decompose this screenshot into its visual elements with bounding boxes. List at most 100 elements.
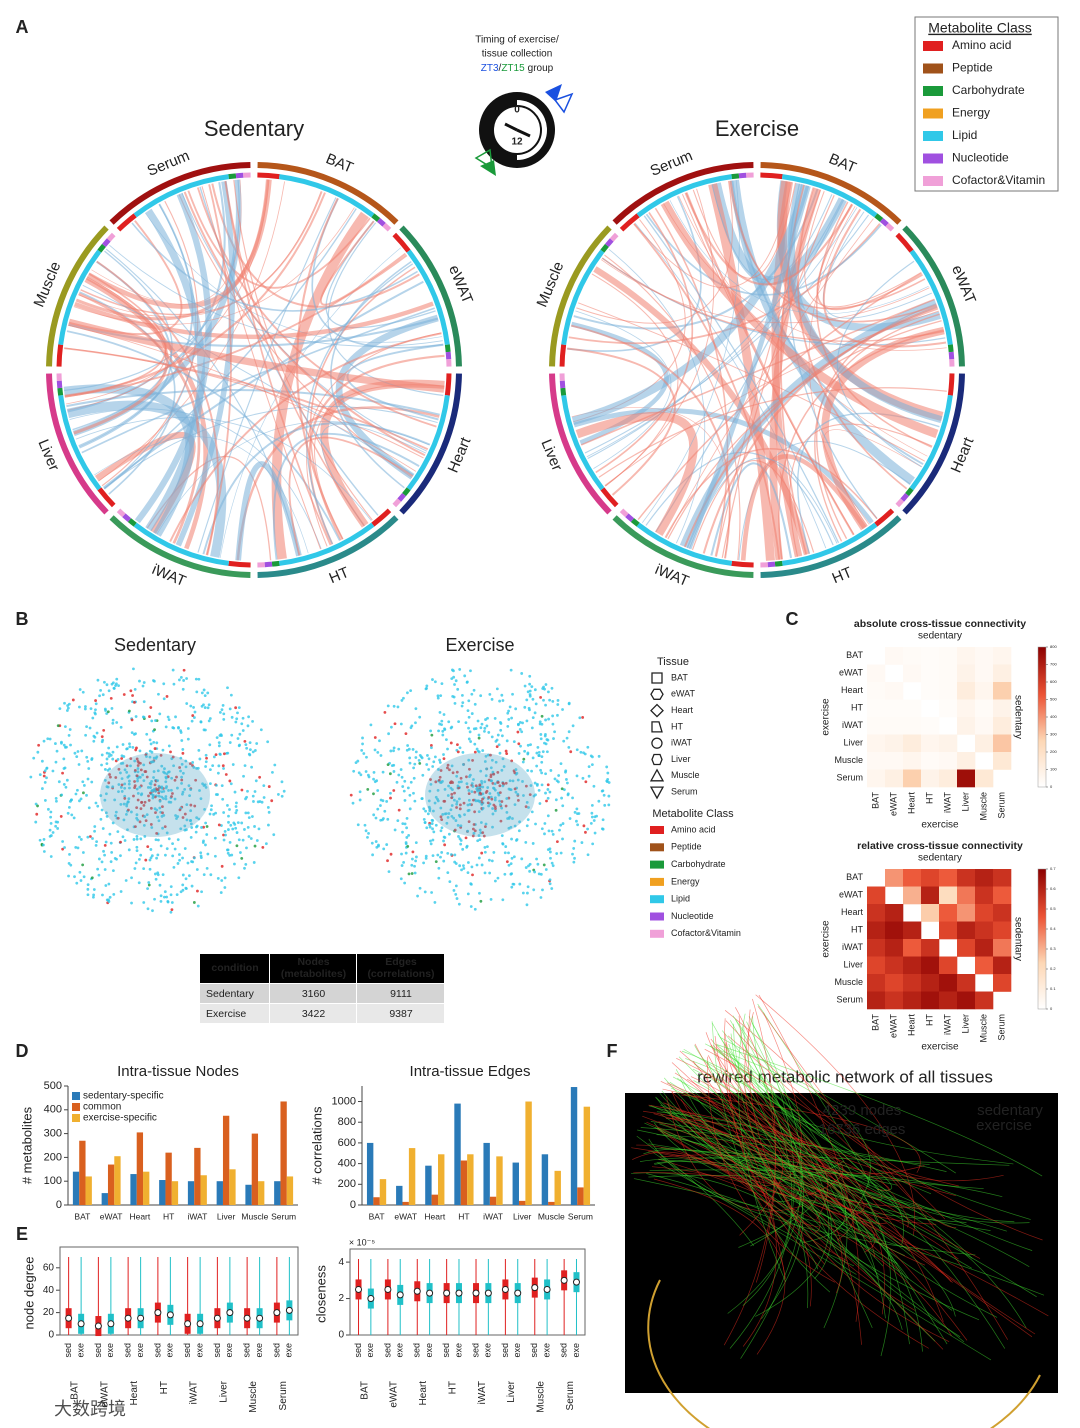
network-node (593, 831, 597, 835)
network-node (105, 762, 109, 766)
network-node (180, 775, 183, 779)
x-tick-label: Serum (568, 1211, 593, 1221)
network-node (536, 745, 540, 749)
panel-label: B (16, 609, 29, 629)
network-node (438, 761, 442, 764)
network-node (451, 781, 455, 784)
network-node (478, 891, 481, 895)
network-node (198, 789, 201, 792)
chord (789, 423, 933, 557)
network-node (177, 726, 180, 730)
network-node (187, 874, 191, 878)
network-node (111, 750, 115, 754)
network-node (506, 817, 510, 820)
network-node (49, 834, 53, 837)
network-node (379, 754, 383, 757)
network-node (461, 751, 465, 754)
network-node (540, 771, 544, 775)
network-node (567, 745, 571, 749)
network-node (466, 709, 470, 713)
network-node (462, 864, 465, 868)
network-node (561, 822, 565, 825)
table-cell (200, 984, 269, 1003)
network-node (138, 749, 142, 753)
class-ring (397, 492, 406, 502)
network-node (490, 797, 494, 801)
row-label: Heart (841, 907, 864, 917)
network-node (420, 797, 424, 800)
network-node (244, 862, 248, 866)
chord (669, 199, 929, 315)
network-node (397, 808, 401, 812)
network-node (123, 797, 127, 800)
network-node (119, 725, 123, 729)
network-node (501, 842, 505, 845)
network-node (363, 823, 367, 827)
network-node (490, 779, 493, 783)
network-node (382, 817, 385, 820)
network-node (162, 770, 165, 774)
network-node (205, 756, 208, 760)
network-node (407, 833, 411, 837)
network-node (427, 805, 431, 809)
bar (467, 1154, 474, 1205)
x-tick-label: exe (224, 1343, 234, 1358)
network-node (75, 881, 79, 885)
network-node (586, 827, 590, 831)
network-node (175, 893, 179, 897)
network-node (522, 794, 525, 797)
network-node (112, 687, 116, 690)
network-node (262, 784, 266, 788)
network-node (438, 758, 442, 762)
edge (727, 1022, 803, 1314)
network-node (586, 745, 590, 749)
row-label: HT (851, 703, 863, 713)
network-node (597, 799, 601, 803)
median (396, 1291, 404, 1299)
network-node (386, 859, 389, 863)
network-node (119, 854, 122, 858)
heatmap-cell (975, 769, 994, 788)
network-node (402, 696, 405, 700)
network-node (516, 792, 520, 796)
network-node (409, 726, 413, 730)
network-node (229, 693, 233, 697)
edge (705, 1043, 910, 1345)
network-node (111, 785, 115, 789)
network-node (251, 794, 255, 798)
network-node (501, 784, 505, 788)
network-node (440, 719, 444, 723)
network-node (540, 827, 544, 831)
network-node (436, 799, 440, 803)
network-node (82, 791, 85, 795)
network-node (418, 886, 422, 890)
network-node (602, 793, 606, 797)
network-node (160, 814, 164, 818)
network-node (204, 786, 208, 789)
network-node (243, 764, 247, 768)
network-node (250, 815, 254, 818)
edge (717, 1033, 932, 1195)
network-node (165, 772, 169, 776)
network-node (127, 848, 131, 852)
network-node (548, 882, 552, 886)
network-node (510, 885, 514, 889)
network-node (408, 756, 412, 760)
network-node (381, 770, 385, 774)
network-node (76, 788, 79, 792)
network-node (540, 783, 544, 787)
network-node (271, 770, 274, 774)
network-node (536, 862, 540, 866)
network-node (220, 784, 224, 788)
network-node (488, 858, 491, 862)
clock-group: ZT3/ZT15 group (481, 63, 554, 74)
x-tick-label: eWAT (100, 1211, 123, 1221)
network-node (469, 905, 473, 908)
median (256, 1314, 264, 1322)
chord (69, 408, 322, 549)
network-node (141, 684, 145, 688)
network-node (111, 757, 115, 761)
network-node (71, 698, 75, 702)
network-node (500, 768, 504, 772)
colorbar-label: 100 (1050, 767, 1057, 772)
